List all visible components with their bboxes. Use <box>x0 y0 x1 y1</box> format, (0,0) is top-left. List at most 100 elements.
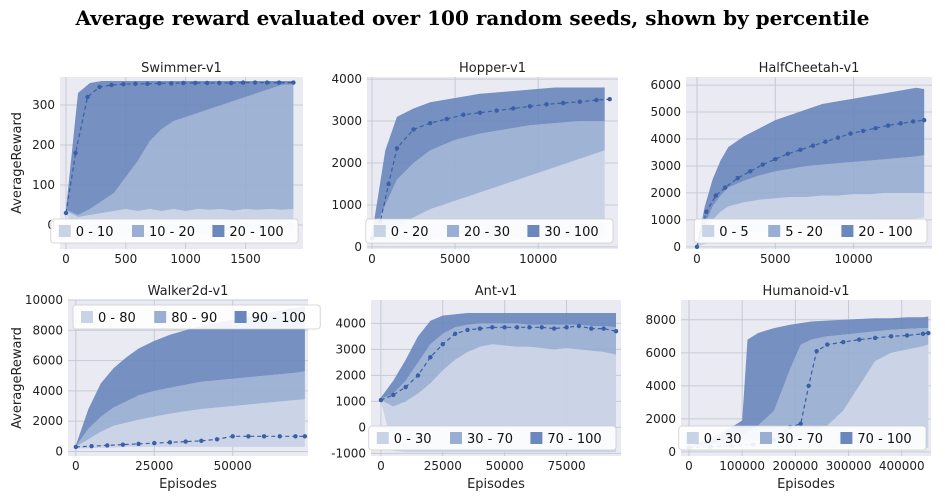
y-tick-label: 2000 <box>650 186 681 200</box>
median-point <box>394 146 400 151</box>
y-tick-label: 6000 <box>32 354 63 368</box>
x-tick-label: 0 <box>72 459 80 473</box>
legend: 0 - 20 20 - 30 30 - 100 <box>365 218 614 244</box>
legend: 0 - 30 30 - 70 70 - 100 <box>678 425 927 451</box>
band-20-30 <box>372 121 605 237</box>
median-point <box>704 209 709 214</box>
median-point <box>205 80 210 86</box>
median-point <box>898 121 903 126</box>
y-tick-label: 4000 <box>650 132 681 146</box>
median-point <box>386 181 391 187</box>
x-tick-label: 5000 <box>760 252 791 266</box>
x-tick-label: 0 <box>368 252 376 266</box>
median-point <box>276 80 282 85</box>
median-point <box>302 434 308 439</box>
median-point <box>601 326 606 331</box>
chart-panel-2: 0 5000 10000 0 1000 2000 3000 4000 5000 6000 HalfC… <box>650 61 932 266</box>
legend-label: 30 - 70 <box>777 432 823 447</box>
legend: 0 - 80 80 - 90 90 - 100 <box>72 304 321 330</box>
legend-swatch <box>154 311 167 323</box>
y-tick-label: 4000 <box>645 379 676 393</box>
y-tick-label: 3000 <box>650 159 681 173</box>
x-tick-label: 25000 <box>135 459 173 473</box>
median-point <box>825 342 830 347</box>
y-tick-label: 2000 <box>335 368 366 382</box>
median-point <box>798 421 803 427</box>
median-point <box>921 117 927 123</box>
y-tick-label: 0 <box>354 240 362 254</box>
median-point <box>888 334 894 339</box>
legend-box <box>678 425 927 451</box>
median-point <box>814 348 819 354</box>
median-point <box>461 112 466 117</box>
median-point <box>181 80 186 86</box>
legend-swatch <box>702 225 715 237</box>
x-tick-label: 200000 <box>772 459 818 473</box>
median-point <box>735 175 740 181</box>
y-tick-label: 10000 <box>25 293 63 307</box>
median-point <box>872 335 878 341</box>
band-70-100 <box>689 316 929 447</box>
y-tick-label: 100 <box>32 178 55 192</box>
y-tick-label: 4000 <box>331 72 362 86</box>
figure-title: Average reward evaluated over 100 random… <box>75 6 870 30</box>
x-tick-label: 0 <box>693 252 701 266</box>
legend-box <box>50 218 299 244</box>
median-point <box>157 81 162 86</box>
chart-panel-1: 0 5000 10000 0 1000 2000 3000 4000 Hopper-v1 0 - … <box>331 61 618 266</box>
median-point <box>452 331 458 336</box>
band-70-100 <box>380 313 616 399</box>
median-point <box>465 327 470 333</box>
median-point <box>904 333 910 338</box>
x-axis-label: Episodes <box>467 477 525 492</box>
median-point <box>564 325 569 330</box>
median-point <box>760 162 765 167</box>
x-tick-label: 25000 <box>424 459 462 473</box>
median-point <box>527 104 533 109</box>
median-point <box>444 116 449 122</box>
median-point <box>576 323 582 329</box>
legend-label: 10 - 20 <box>149 225 195 240</box>
legend-label: 80 - 90 <box>171 311 217 326</box>
median-point <box>926 330 931 336</box>
legend-label: 5 - 20 <box>785 225 823 240</box>
y-tick-label: 5000 <box>650 105 681 119</box>
y-tick-label: 1000 <box>331 198 362 212</box>
x-tick-label: 5000 <box>440 252 471 266</box>
median-point <box>835 135 841 140</box>
legend: 0 - 10 10 - 20 20 - 100 <box>50 218 299 244</box>
median-point <box>228 80 234 86</box>
median-point <box>539 325 544 330</box>
panel-title: Humanoid-v1 <box>762 284 849 299</box>
band-10-20 <box>66 84 294 217</box>
y-tick-label: 8000 <box>32 323 63 337</box>
y-tick-label: 8000 <box>645 313 676 327</box>
x-tick-label: 75000 <box>547 459 585 473</box>
legend-swatch <box>132 225 144 237</box>
chart-panel-4: 0 25000 50000 75000 -1000 0 1000 2000 3000 4000 An… <box>331 284 621 492</box>
median-point <box>848 131 853 136</box>
legend-label: 20 - 100 <box>229 225 283 240</box>
legend-swatch <box>527 225 540 237</box>
median-point <box>511 106 516 111</box>
median-point <box>252 80 258 85</box>
median-point <box>105 443 110 448</box>
median-point <box>440 342 445 347</box>
y-tick-label: 2000 <box>32 414 63 428</box>
median-point <box>885 123 891 128</box>
legend-label: 0 - 30 <box>704 432 742 447</box>
legend-swatch <box>373 225 386 237</box>
x-tick-label: 400000 <box>879 459 925 473</box>
y-tick-label: 3000 <box>335 342 366 356</box>
x-tick-label: 10000 <box>519 252 557 266</box>
y-tick-label: 0 <box>55 444 63 458</box>
median-point <box>152 440 157 446</box>
y-axis-label: AverageReward <box>10 112 25 214</box>
y-tick-label: 4000 <box>32 384 63 398</box>
chart-panel-0: 0500100015000100200300Swimmer-v1AverageR… <box>10 61 303 266</box>
y-tick-label: 6000 <box>650 78 681 92</box>
legend: 0 - 5 5 - 20 20 - 100 <box>693 218 928 244</box>
y-tick-label: 2000 <box>645 412 676 426</box>
median-point <box>577 99 582 104</box>
median-point <box>427 120 433 126</box>
